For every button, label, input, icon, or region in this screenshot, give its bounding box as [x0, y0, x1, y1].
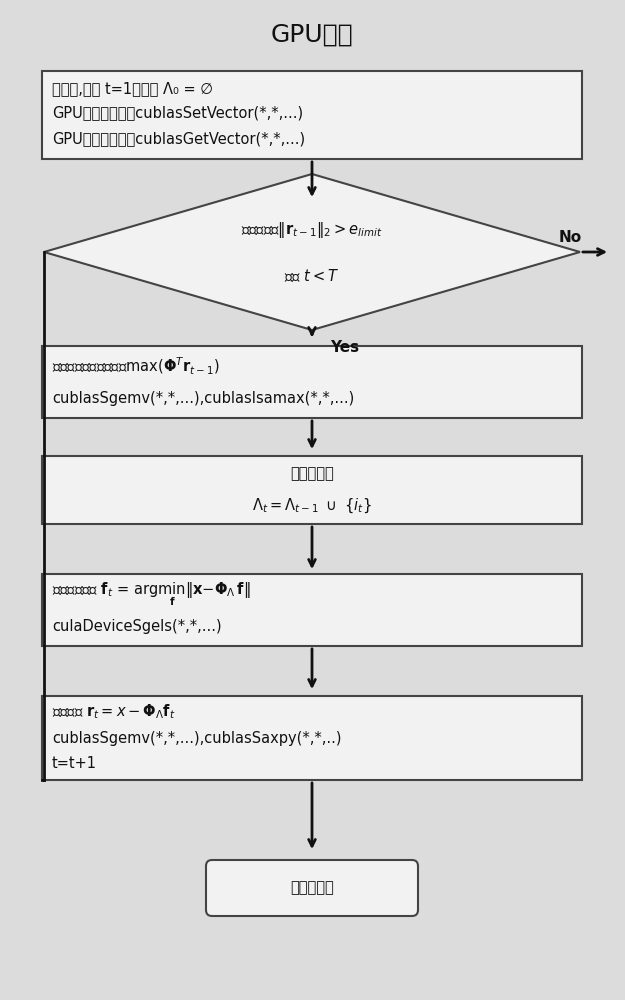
Text: 初始化,迭代 t=1支持集 Λ₀ = ∅: 初始化,迭代 t=1支持集 Λ₀ = ∅	[52, 82, 213, 97]
Bar	[42, 574, 582, 646]
Bar	[42, 71, 582, 159]
Text: Yes: Yes	[330, 340, 359, 356]
Text: 结束，输出: 结束，输出	[290, 880, 334, 896]
Text: cublasSgemv(*,*,...),cublasIsamax(*,*,...): cublasSgemv(*,*,...),cublasIsamax(*,*,..…	[52, 390, 354, 406]
Text: 更新残差 $\mathbf{r}_t = x-\mathbf{\Phi}_\Lambda\mathbf{f}_t$: 更新残差 $\mathbf{r}_t = x-\mathbf{\Phi}_\La…	[52, 703, 176, 721]
Text: 扩充支持集: 扩充支持集	[290, 466, 334, 482]
Text: GPU上分配内存：cublasSetVector(*,*,...): GPU上分配内存：cublasSetVector(*,*,...)	[52, 105, 303, 120]
Text: GPU上复制内存：cublasGetVector(*,*,...): GPU上复制内存：cublasGetVector(*,*,...)	[52, 131, 305, 146]
FancyBboxPatch shape	[206, 860, 418, 916]
Text: 新的估计信号 $\mathbf{f}_t$ = arg$\min_\mathbf{f}$$\|\mathbf{x}-\mathbf{\Phi}_\Lambda\: 新的估计信号 $\mathbf{f}_t$ = arg$\min_\mathbf…	[52, 580, 251, 608]
Text: 并且 $t < T$: 并且 $t < T$	[284, 268, 339, 284]
Bar	[42, 696, 582, 780]
Text: $\Lambda_t = \Lambda_{t-1}\ \cup\ \{i_t\}$: $\Lambda_t = \Lambda_{t-1}\ \cup\ \{i_t\…	[253, 497, 372, 515]
Text: t=t+1: t=t+1	[52, 756, 97, 772]
Text: 计算相关度最大的列，max($\mathbf{\Phi}^T\mathbf{r}_{t-1}$): 计算相关度最大的列，max($\mathbf{\Phi}^T\mathbf{r}…	[52, 355, 219, 377]
Text: cublasSgemv(*,*,...),cublasSaxpy(*,*,..): cublasSgemv(*,*,...),cublasSaxpy(*,*,..)	[52, 730, 341, 746]
Bar	[42, 346, 582, 418]
Text: culaDeviceSgels(*,*,...): culaDeviceSgels(*,*,...)	[52, 618, 222, 634]
Text: GPU实现: GPU实现	[271, 23, 353, 47]
Text: 计算二范数$\|\mathbf{r}_{t-1}\|_2 > e_{limit}$: 计算二范数$\|\mathbf{r}_{t-1}\|_2 > e_{limit}…	[241, 220, 382, 240]
Polygon shape	[44, 174, 580, 330]
Bar	[42, 456, 582, 524]
Text: No: No	[559, 231, 581, 245]
